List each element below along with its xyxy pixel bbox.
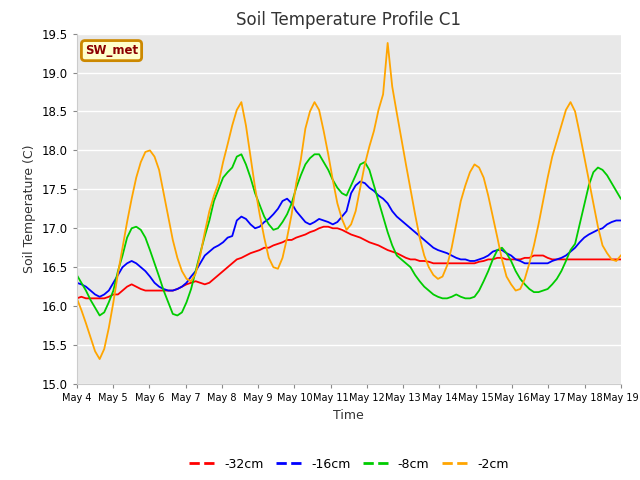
Legend: -32cm, -16cm, -8cm, -2cm: -32cm, -16cm, -8cm, -2cm — [184, 453, 513, 476]
X-axis label: Time: Time — [333, 408, 364, 421]
Text: SW_met: SW_met — [85, 44, 138, 57]
Y-axis label: Soil Temperature (C): Soil Temperature (C) — [23, 144, 36, 273]
Title: Soil Temperature Profile C1: Soil Temperature Profile C1 — [236, 11, 461, 29]
